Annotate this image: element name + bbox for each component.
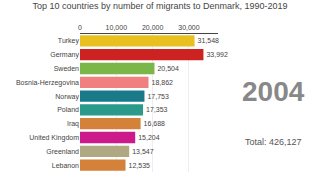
svg-text:15,204: 15,204 <box>138 134 160 141</box>
svg-text:Lebanon: Lebanon <box>52 162 79 169</box>
svg-text:20,504: 20,504 <box>157 65 179 72</box>
svg-text:Germany: Germany <box>50 51 79 59</box>
svg-text:17,753: 17,753 <box>147 93 169 100</box>
svg-text:16,688: 16,688 <box>144 120 166 127</box>
svg-text:Greenland: Greenland <box>46 148 79 155</box>
svg-text:Norway: Norway <box>55 93 79 101</box>
svg-text:31,548: 31,548 <box>198 37 220 44</box>
svg-text:0: 0 <box>78 24 82 31</box>
svg-text:Sweden: Sweden <box>54 65 79 72</box>
svg-text:Top 10 countries by number of: Top 10 countries by number of migrants t… <box>32 1 287 11</box>
svg-text:30,000: 30,000 <box>178 24 200 31</box>
svg-text:13,547: 13,547 <box>132 148 154 155</box>
svg-text:Bosnia-Herzegovina: Bosnia-Herzegovina <box>16 79 79 87</box>
svg-text:Turkey: Turkey <box>58 37 80 45</box>
svg-text:Total: 426,127: Total: 426,127 <box>245 137 302 147</box>
svg-text:20,000: 20,000 <box>142 24 164 31</box>
svg-text:Iraq: Iraq <box>67 120 79 128</box>
svg-text:12,535: 12,535 <box>129 162 151 169</box>
svg-text:17,353: 17,353 <box>146 106 168 113</box>
svg-text:2004: 2004 <box>242 76 305 107</box>
svg-text:Poland: Poland <box>57 106 79 113</box>
svg-text:10,000: 10,000 <box>106 24 128 31</box>
svg-text:18,862: 18,862 <box>152 79 174 86</box>
svg-text:United Kingdom: United Kingdom <box>29 134 79 142</box>
svg-text:33,992: 33,992 <box>206 51 228 58</box>
